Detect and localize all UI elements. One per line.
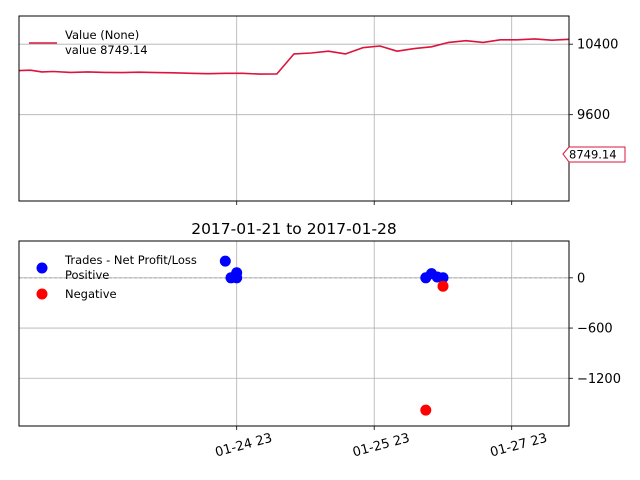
trades-panel-frame	[18, 240, 570, 427]
trade-point-positive	[437, 272, 449, 284]
legend-label-negative: Negative	[65, 287, 117, 301]
value-panel-x-ticks	[236, 201, 513, 205]
trade-point-positive	[219, 255, 231, 267]
trades-x-tick-label: 01-27 23	[489, 431, 549, 461]
trades-panel-legend: Trades - Net Profit/Loss Positive Negati…	[36, 253, 197, 301]
value-panel-y-axis: 9600 10400	[569, 38, 618, 123]
legend-marker-positive	[36, 262, 48, 274]
trade-point-negative	[420, 404, 432, 416]
trades-y-tick-label: 0	[577, 271, 585, 286]
trades-x-tick-label: 01-25 23	[351, 431, 411, 461]
value-panel-legend: Value (None) value 8749.14	[29, 28, 148, 57]
value-panel: 9600 10400 Value (None) value 8749.14 874…	[18, 15, 626, 205]
trades-x-tick-label: 01-24 23	[214, 431, 274, 461]
trades-points	[219, 255, 449, 416]
legend-title-trades: Trades - Net Profit/Loss	[64, 253, 197, 267]
trades-panel-x-axis: 01-24 23 01-25 23 01-27 23	[214, 426, 549, 460]
value-y-tick-label: 9600	[577, 108, 610, 123]
last-value-tag-box	[562, 146, 626, 163]
value-panel-frame	[18, 15, 570, 202]
trades-y-tick-label: −1200	[577, 372, 621, 387]
value-series-line	[18, 38, 570, 75]
trades-panel-title: 2017-01-21 to 2017-01-28	[191, 220, 397, 238]
legend-label-value: Value (None)	[65, 28, 139, 42]
trades-y-tick-label: −600	[577, 322, 613, 337]
legend-marker-negative	[36, 288, 48, 300]
last-value-tag: 8749.14	[562, 146, 626, 163]
trade-point-negative	[437, 280, 449, 292]
legend-label-last-value: value 8749.14	[65, 43, 148, 57]
value-y-tick-label: 10400	[577, 38, 618, 53]
last-value-tag-text: 8749.14	[569, 148, 617, 162]
trades-panel: 2017-01-21 to 2017-01-28 0 −600 −1200 01-2…	[18, 220, 621, 460]
legend-label-positive: Positive	[65, 268, 109, 282]
trade-point-positive	[231, 272, 243, 284]
trades-panel-y-axis: 0 −600 −1200	[569, 271, 621, 387]
